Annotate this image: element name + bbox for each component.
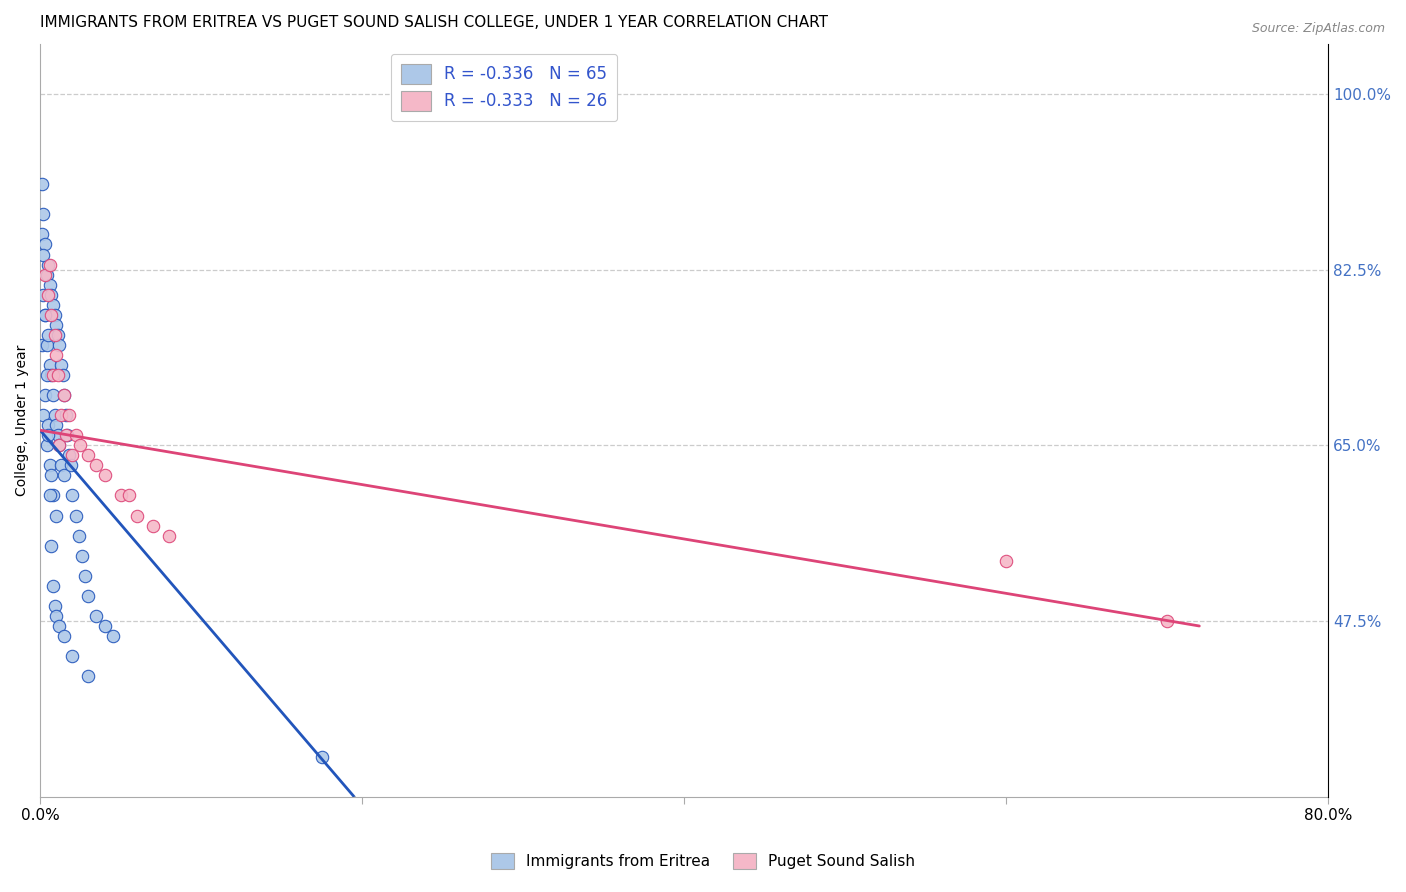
Point <box>56 428 79 442</box>
Point <box>86 458 108 473</box>
Point <box>32 247 55 261</box>
Point <box>157 528 180 542</box>
Point <box>34 308 56 322</box>
Point <box>60 488 83 502</box>
Point <box>35 268 58 282</box>
Point <box>45 418 67 433</box>
Point <box>125 508 148 523</box>
Point <box>38 458 60 473</box>
Point <box>55 428 77 442</box>
Point <box>42 368 65 382</box>
Point <box>34 388 56 402</box>
Point <box>38 358 60 372</box>
Point <box>60 448 83 462</box>
Point <box>142 518 165 533</box>
Y-axis label: College, Under 1 year: College, Under 1 year <box>15 344 30 496</box>
Point <box>37 258 59 272</box>
Point <box>45 609 67 624</box>
Point <box>58 448 80 462</box>
Point <box>37 327 59 342</box>
Point <box>118 488 141 502</box>
Point <box>48 619 70 633</box>
Point <box>32 287 55 301</box>
Point <box>42 488 65 502</box>
Legend: Immigrants from Eritrea, Puget Sound Salish: Immigrants from Eritrea, Puget Sound Sal… <box>485 847 921 875</box>
Point <box>52 368 75 382</box>
Point <box>45 318 67 332</box>
Point <box>44 599 66 613</box>
Point <box>110 488 132 502</box>
Point <box>86 609 108 624</box>
Point <box>77 448 100 462</box>
Point <box>69 438 91 452</box>
Point <box>75 569 97 583</box>
Point <box>44 408 66 422</box>
Point <box>42 298 65 312</box>
Point <box>38 277 60 292</box>
Point <box>60 649 83 664</box>
Point <box>995 554 1018 568</box>
Point <box>46 428 69 442</box>
Point <box>41 368 63 382</box>
Point <box>42 579 65 593</box>
Point <box>67 528 90 542</box>
Point <box>48 338 70 352</box>
Point <box>53 468 76 483</box>
Point <box>37 418 59 433</box>
Point <box>101 629 124 643</box>
Point <box>59 458 82 473</box>
Point <box>34 237 56 252</box>
Point <box>65 428 87 442</box>
Point <box>34 268 56 282</box>
Point <box>45 348 67 362</box>
Point <box>93 468 115 483</box>
Point <box>58 408 80 422</box>
Point <box>31 178 53 192</box>
Point <box>38 488 60 502</box>
Point <box>46 327 69 342</box>
Point <box>31 227 53 242</box>
Point <box>53 388 76 402</box>
Point <box>46 368 69 382</box>
Text: Source: ZipAtlas.com: Source: ZipAtlas.com <box>1251 22 1385 36</box>
Point <box>42 388 65 402</box>
Point <box>41 468 63 483</box>
Point <box>311 749 333 764</box>
Point <box>93 619 115 633</box>
Point <box>41 287 63 301</box>
Point <box>44 308 66 322</box>
Point <box>77 589 100 603</box>
Point <box>55 408 77 422</box>
Point <box>53 629 76 643</box>
Point <box>38 258 60 272</box>
Point <box>31 338 53 352</box>
Point <box>53 388 76 402</box>
Point <box>65 508 87 523</box>
Point <box>37 428 59 442</box>
Point <box>34 308 56 322</box>
Point <box>1156 614 1178 628</box>
Point <box>41 308 63 322</box>
Point <box>48 438 70 452</box>
Point <box>35 338 58 352</box>
Legend: R = -0.336   N = 65, R = -0.333   N = 26: R = -0.336 N = 65, R = -0.333 N = 26 <box>391 54 617 120</box>
Point <box>48 438 70 452</box>
Point <box>32 207 55 221</box>
Point <box>49 408 72 422</box>
Point <box>35 438 58 452</box>
Point <box>32 408 55 422</box>
Point <box>45 508 67 523</box>
Text: IMMIGRANTS FROM ERITREA VS PUGET SOUND SALISH COLLEGE, UNDER 1 YEAR CORRELATION : IMMIGRANTS FROM ERITREA VS PUGET SOUND S… <box>41 15 828 30</box>
Point <box>37 287 59 301</box>
Point <box>49 458 72 473</box>
Point <box>49 358 72 372</box>
Point <box>44 327 66 342</box>
Point <box>70 549 93 563</box>
Point <box>41 539 63 553</box>
Point <box>77 669 100 683</box>
Point <box>35 368 58 382</box>
